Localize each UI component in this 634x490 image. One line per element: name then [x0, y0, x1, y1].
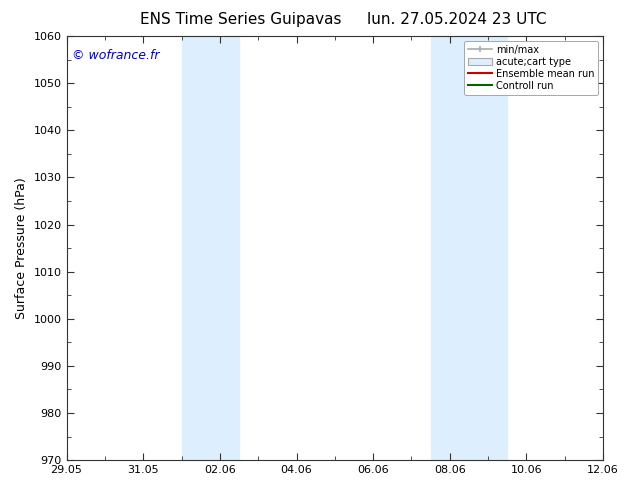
Bar — [181, 36, 239, 460]
Y-axis label: Surface Pressure (hPa): Surface Pressure (hPa) — [15, 177, 28, 319]
Text: lun. 27.05.2024 23 UTC: lun. 27.05.2024 23 UTC — [366, 12, 547, 27]
Legend: min/max, acute;cart type, Ensemble mean run, Controll run: min/max, acute;cart type, Ensemble mean … — [464, 41, 598, 95]
Text: © wofrance.fr: © wofrance.fr — [72, 49, 159, 62]
Bar — [430, 36, 507, 460]
Text: ENS Time Series Guipavas: ENS Time Series Guipavas — [140, 12, 342, 27]
